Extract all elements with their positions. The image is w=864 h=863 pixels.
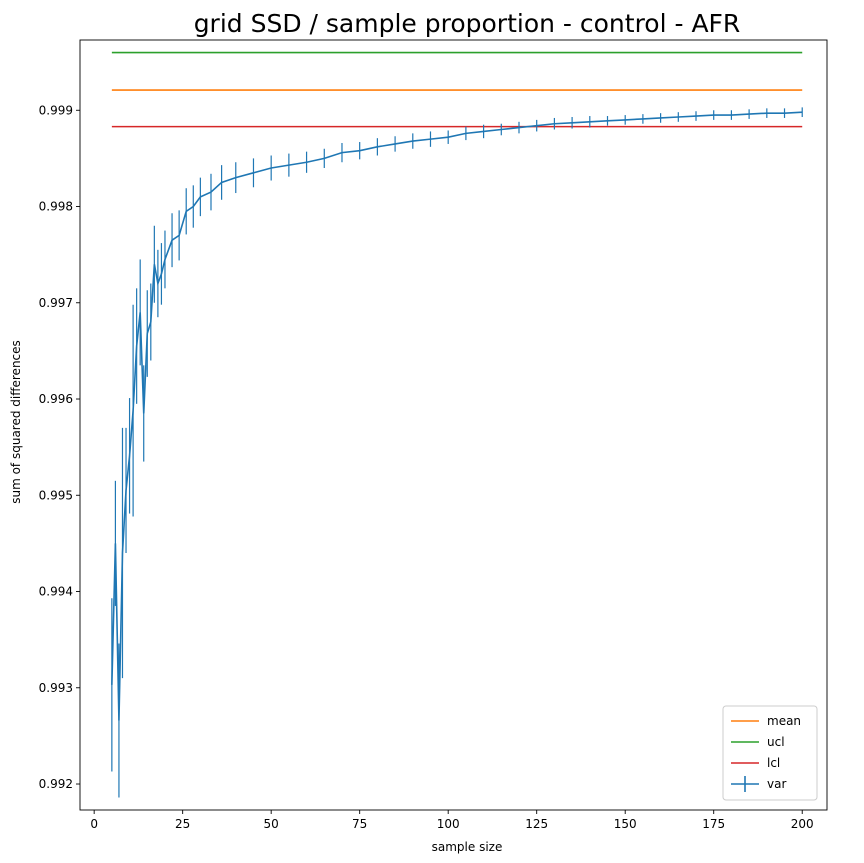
x-tick-label: 100 [437,817,460,831]
series-var-line [111,111,803,721]
axes: 0 25 50 75 100 125 150 175 200 0.992 0.993 0.994 0.9… [39,39,828,831]
x-tick-label: 175 [702,817,725,831]
y-tick-label: 0.997 [39,296,73,310]
x-tick-label: 0 [90,817,98,831]
legend-label-var: var [767,777,786,791]
y-tick-label: 0.995 [39,488,73,502]
y-axis-label: sum of squared differences [9,340,23,504]
x-tick-label: 150 [614,817,637,831]
y-tick-label: 0.993 [39,681,73,695]
chart-title: grid SSD / sample proportion - control -… [194,9,741,38]
y-tick-label: 0.994 [39,585,73,599]
y-tick-label: 0.999 [39,103,73,117]
legend-label-ucl: ucl [767,735,785,749]
axes-frame [79,39,828,811]
legend-box [722,705,818,801]
x-tick-label: 200 [791,817,814,831]
y-tick-label: 0.992 [39,777,73,791]
x-tick-label: 50 [264,817,279,831]
plot-area [111,51,803,798]
legend: mean ucl lcl var [722,705,818,801]
x-tick-label: 125 [525,817,548,831]
legend-label-mean: mean [767,714,801,728]
y-tick-label: 0.998 [39,200,73,214]
y-tick-label: 0.996 [39,392,73,406]
x-tick-label: 25 [175,817,190,831]
series-var [111,107,803,798]
x-tick-label: 75 [352,817,367,831]
legend-label-lcl: lcl [767,756,780,770]
x-axis-label: sample size [432,840,503,854]
